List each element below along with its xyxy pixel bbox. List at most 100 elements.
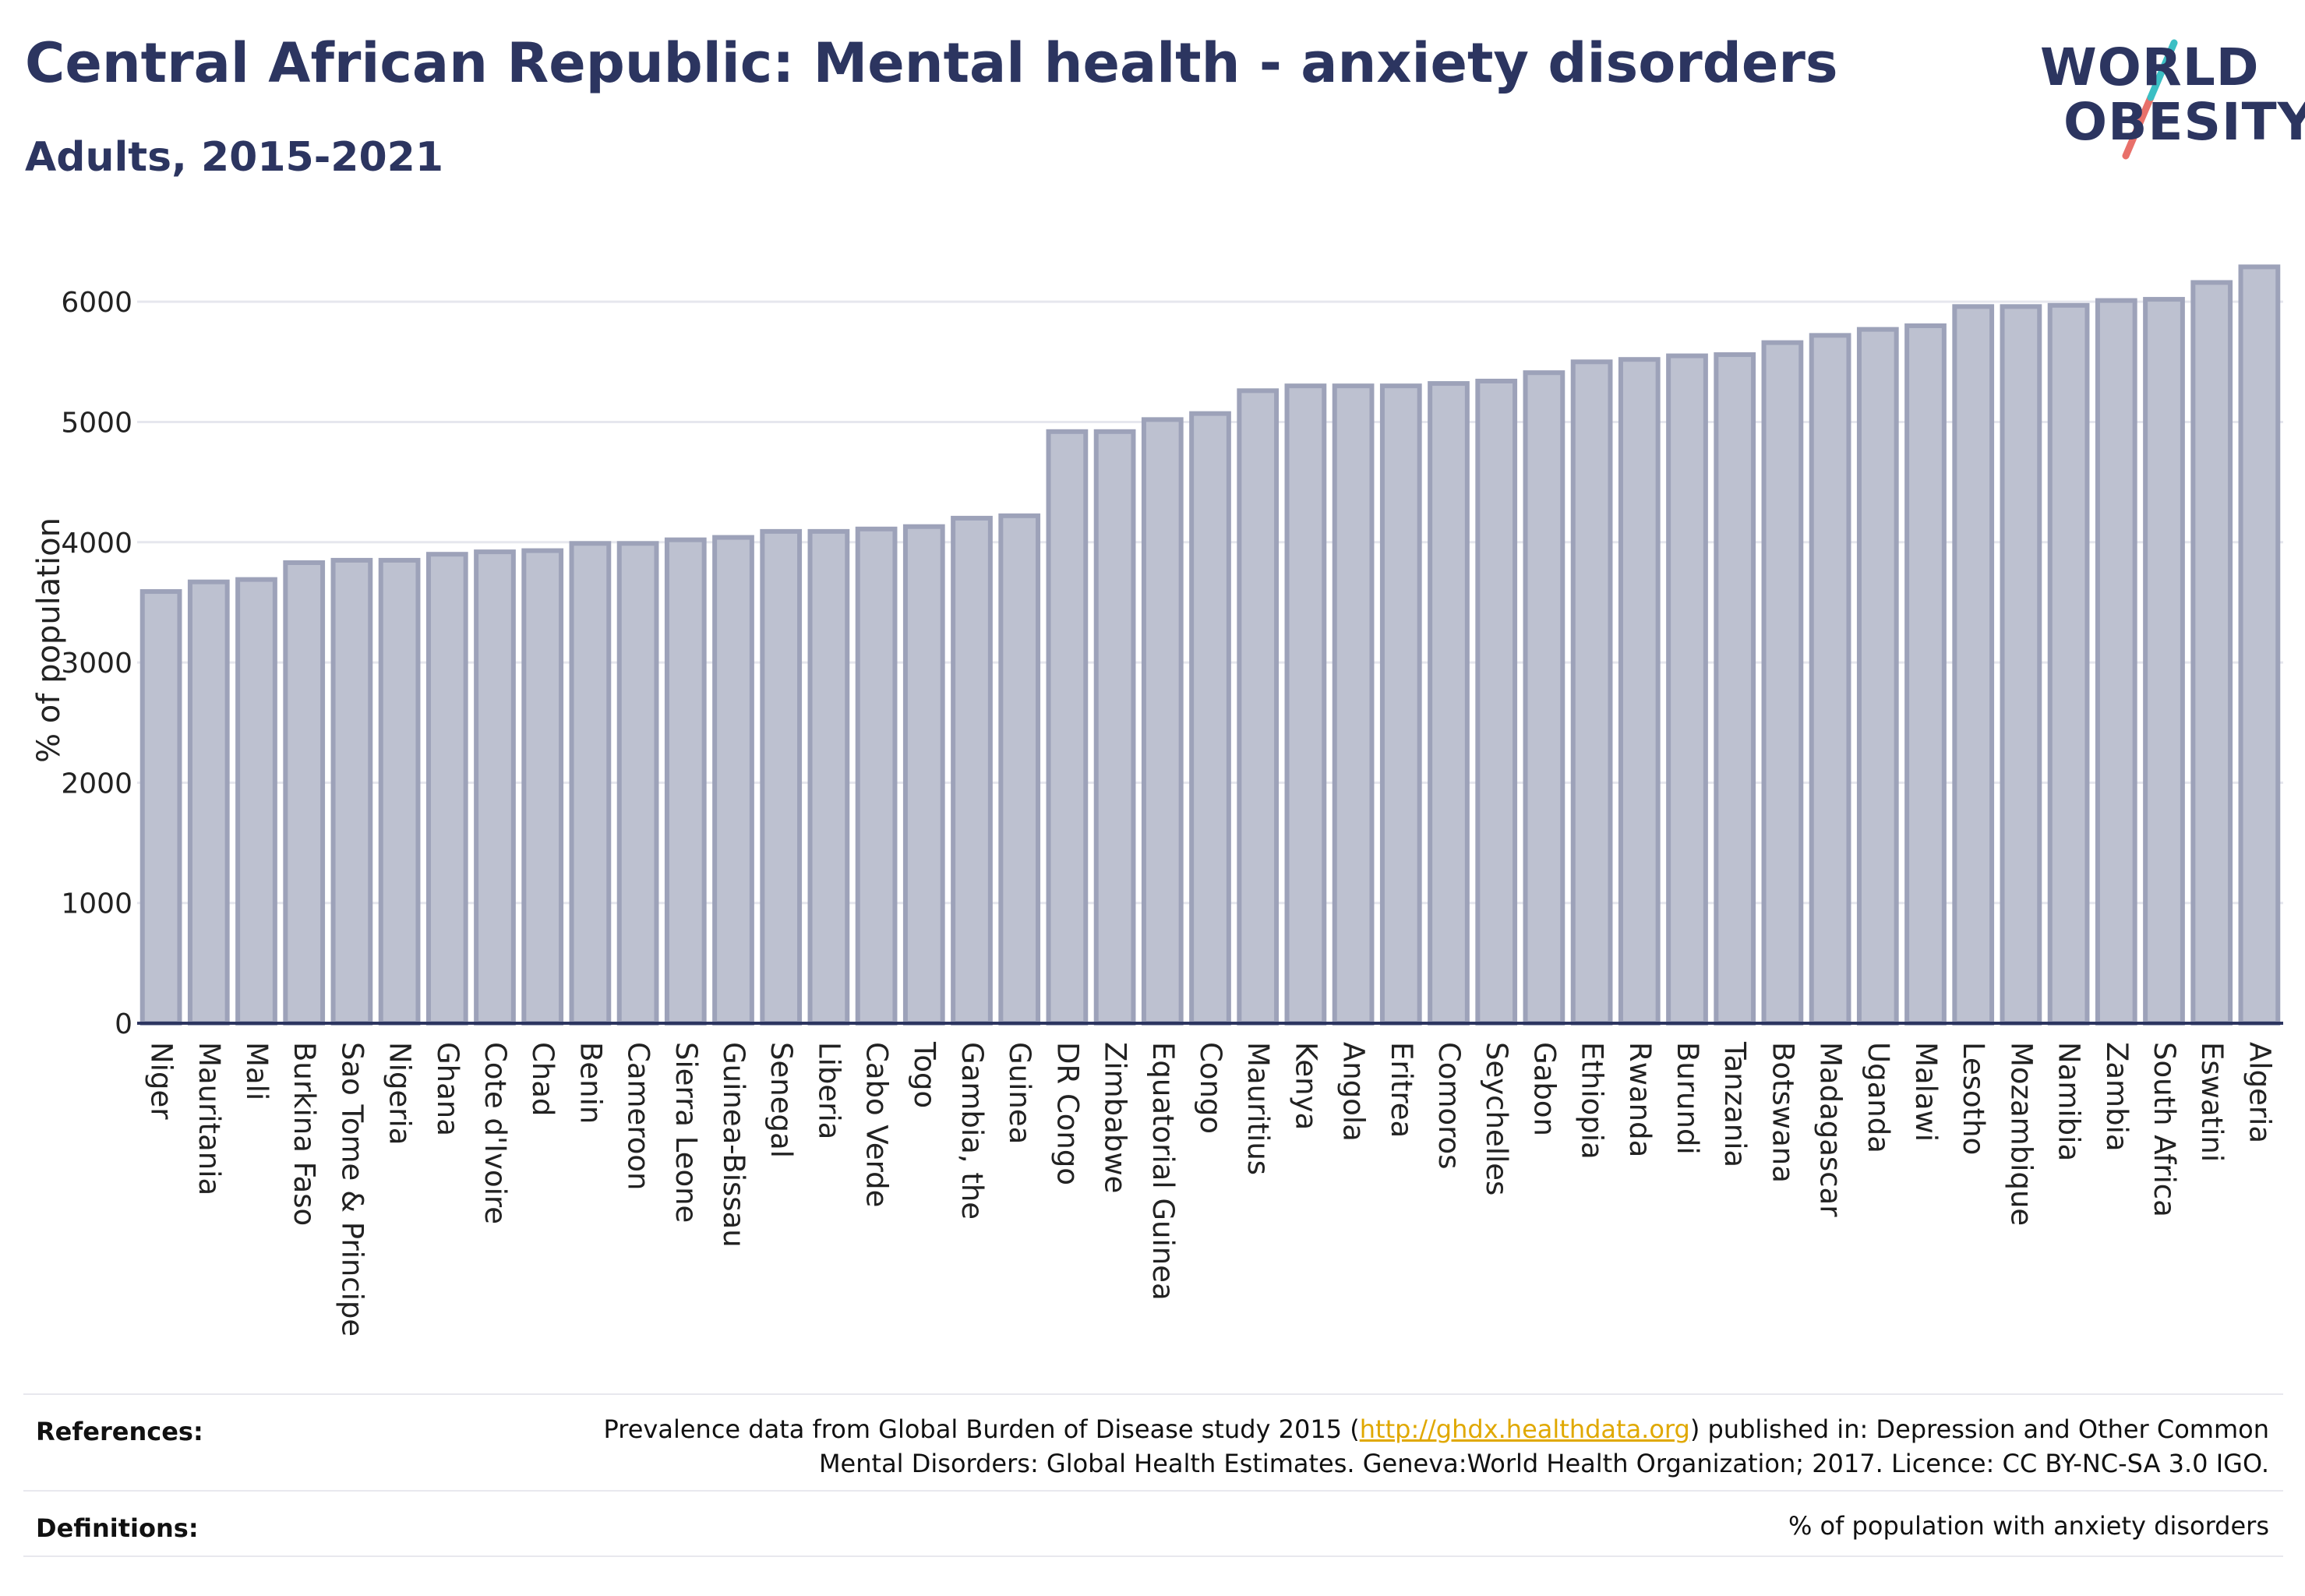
x-tick-label: Cote d'Ivoire: [478, 1042, 512, 1224]
x-tick-label: Malawi: [1909, 1042, 1943, 1142]
x-tick-label: Guinea: [1003, 1042, 1036, 1144]
bar: [1237, 388, 1280, 1026]
x-tick-label: Senegal: [764, 1042, 798, 1158]
bar: [1523, 370, 1565, 1026]
bar: [1570, 359, 1613, 1026]
definitions-text: % of population with anxiety disorders: [1788, 1511, 2269, 1541]
x-tick-label: Niger: [145, 1042, 178, 1120]
bar: [2143, 297, 2185, 1026]
x-tick-label: Zimbabwe: [1099, 1042, 1132, 1193]
bar: [1618, 357, 1661, 1026]
x-tick-label: Eritrea: [1385, 1042, 1418, 1138]
y-tick-label: 3000: [61, 648, 132, 680]
page-title: Central African Republic: Mental health …: [25, 31, 1838, 95]
definitions-label: Definitions:: [36, 1513, 199, 1543]
bar: [951, 515, 993, 1026]
bar-chart: 0 1000 2000 3000 4000 5000 6000 % of population…: [31, 264, 2283, 1336]
bar: [2047, 302, 2090, 1026]
x-tick-label: Rwanda: [1623, 1042, 1657, 1157]
bar: [1952, 304, 1995, 1026]
x-tick-label: Ethiopia: [1576, 1042, 1609, 1160]
x-tick-label: Namibia: [2053, 1042, 2086, 1161]
references-line-2: Mental Disorders: Global Health Estimate…: [818, 1449, 2269, 1478]
x-tick-label: Sao Tome & Principe: [335, 1042, 369, 1336]
bar: [569, 541, 612, 1026]
x-tick-label: Sierra Leone: [669, 1042, 703, 1223]
bar: [664, 537, 707, 1026]
x-tick-label: DR Congo: [1050, 1042, 1084, 1185]
bar: [712, 535, 754, 1026]
bar: [1189, 411, 1231, 1026]
bar: [1761, 340, 1804, 1026]
x-tick-label: Tanzania: [1718, 1041, 1752, 1167]
x-tick-label: Mauritania: [192, 1042, 226, 1195]
bar: [1809, 333, 1851, 1026]
logo-slash-icon: [2122, 39, 2178, 160]
references-text-before: Prevalence data from Global Burden of Di…: [603, 1414, 1360, 1444]
bar: [855, 526, 898, 1026]
table-divider: [23, 1555, 2283, 1557]
x-tick-label: Liberia: [812, 1042, 845, 1139]
y-tick-label: 6000: [61, 287, 132, 319]
bar: [2000, 304, 2042, 1026]
x-tick-label: Cabo Verde: [860, 1042, 894, 1207]
x-tick-label: Guinea-Bissau: [717, 1042, 750, 1248]
bar: [807, 528, 850, 1026]
bar: [235, 577, 277, 1026]
references-label: References:: [36, 1417, 203, 1446]
bar: [1475, 378, 1518, 1026]
bar: [2238, 264, 2281, 1026]
bar: [1379, 383, 1422, 1026]
table-divider: [23, 1393, 2283, 1395]
x-tick-label: Eswatini: [2195, 1042, 2229, 1162]
x-tick-label: Mauritius: [1241, 1042, 1275, 1175]
x-tick-label: Burundi: [1671, 1042, 1704, 1155]
x-tick-label: Ghana: [431, 1042, 464, 1136]
x-tick-label: Burkina Faso: [288, 1042, 321, 1226]
bar: [1046, 429, 1089, 1026]
x-tick-label: Gabon: [1527, 1042, 1561, 1136]
bar: [425, 552, 468, 1026]
bar: [330, 557, 373, 1026]
x-tick-label: Algeria: [2243, 1042, 2276, 1143]
table-divider: [23, 1490, 2283, 1492]
x-tick-label: Angola: [1337, 1042, 1371, 1142]
bar: [1856, 327, 1899, 1026]
references-link[interactable]: http://ghdx.healthdata.org: [1359, 1414, 1690, 1444]
x-tick-label: Botswana: [1766, 1042, 1799, 1183]
x-tick-label: Gambia, the: [955, 1042, 989, 1220]
bar: [998, 513, 1041, 1026]
bar: [1904, 323, 1947, 1026]
x-tick-label: Zambia: [2100, 1042, 2134, 1152]
bar: [1714, 352, 1756, 1026]
bar: [616, 541, 659, 1026]
x-tick-label: Benin: [574, 1042, 607, 1124]
x-tick-label: Nigeria: [383, 1042, 417, 1145]
bar: [902, 524, 945, 1026]
x-tick-label: Mozambique: [2004, 1042, 2038, 1226]
logo-word-world: WORLD: [2040, 37, 2260, 97]
bar: [1332, 383, 1375, 1026]
bar: [139, 589, 182, 1026]
x-tick-label: Kenya: [1289, 1042, 1322, 1130]
bar: [1284, 383, 1327, 1026]
bar: [760, 528, 803, 1026]
bar: [378, 557, 421, 1026]
x-tick-label: Comoros: [1432, 1042, 1466, 1169]
y-tick-label: 1000: [61, 888, 132, 920]
x-tick-label: Madagascar: [1814, 1042, 1848, 1217]
bar: [1093, 429, 1136, 1026]
y-tick-label: 2000: [61, 768, 132, 800]
x-tick-label: South Africa: [2148, 1042, 2181, 1217]
references-text: Prevalence data from Global Burden of Di…: [604, 1412, 2269, 1481]
bar: [474, 549, 516, 1026]
x-tick-label: Lesotho: [1957, 1042, 1990, 1155]
x-tick-label: Uganda: [1862, 1042, 1895, 1153]
x-tick-label: Congo: [1194, 1042, 1227, 1134]
y-tick-label: 5000: [61, 407, 132, 439]
references-line-1: Prevalence data from Global Burden of Di…: [604, 1412, 2269, 1446]
bar: [1428, 381, 1470, 1026]
bar: [2095, 298, 2137, 1026]
bar: [1141, 417, 1184, 1026]
logo-word-obesity: OBESITY: [2063, 92, 2305, 152]
